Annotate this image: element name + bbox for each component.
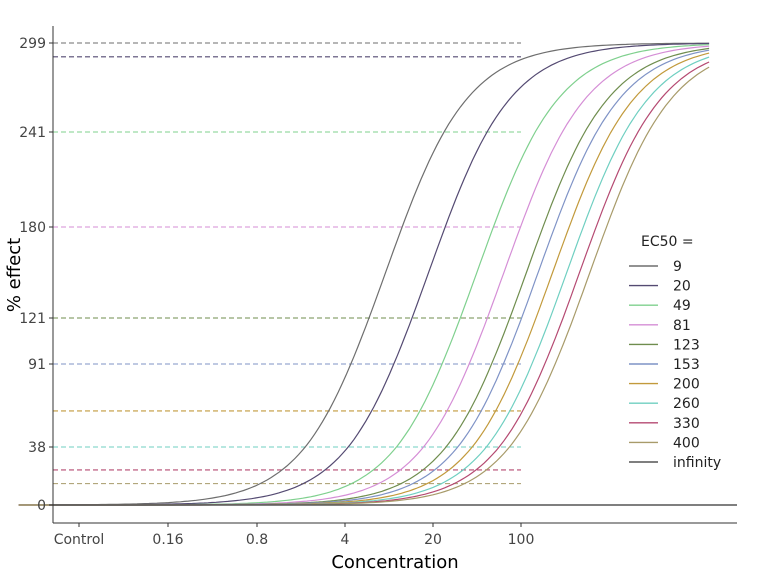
y-axis-title: % effect <box>4 238 25 312</box>
legend-label: 123 <box>673 337 700 353</box>
curves <box>18 42 737 506</box>
series-line-49 <box>18 44 710 506</box>
legend-title: EC50 = <box>641 234 694 250</box>
series-line-153 <box>18 49 710 506</box>
legend-label: infinity <box>673 455 721 471</box>
y-tick-label: 241 <box>19 125 46 141</box>
y-ticks: 0 38 91 121 180 241 299 <box>19 36 53 514</box>
series-line-400 <box>18 66 710 506</box>
legend-label: 49 <box>673 298 691 314</box>
legend: EC50 = 9 20 49 81 123 153 200 260 330 400 infinity <box>629 234 721 471</box>
series-line-330 <box>18 61 710 506</box>
series-line-200 <box>18 52 710 506</box>
legend-label: 400 <box>673 435 700 451</box>
y-tick-label: 121 <box>19 311 46 327</box>
legend-label: 200 <box>673 377 700 393</box>
x-ticks: Control 0.16 0.8 4 20 100 <box>54 523 535 548</box>
legend-label: 260 <box>673 396 700 412</box>
x-tick-label: 20 <box>424 532 442 548</box>
x-axis-title: Concentration <box>331 552 458 573</box>
legend-label: 153 <box>673 357 700 373</box>
series-line-9 <box>18 42 710 506</box>
x-tick-label: 0.16 <box>152 532 183 548</box>
y-tick-label: 299 <box>19 36 46 52</box>
y-tick-label: 0 <box>37 498 46 514</box>
legend-label: 330 <box>673 416 700 432</box>
reference-lines <box>53 42 521 485</box>
series-line-81 <box>18 45 710 506</box>
legend-label: 81 <box>673 318 691 334</box>
x-tick-label: 0.8 <box>246 532 268 548</box>
legend-label: 20 <box>673 279 691 295</box>
series-line-20 <box>18 42 710 506</box>
x-tick-label: 4 <box>341 532 350 548</box>
series-line-260 <box>18 56 710 506</box>
legend-label: 9 <box>673 259 682 275</box>
y-tick-label: 38 <box>28 440 46 456</box>
y-tick-label: 180 <box>19 220 46 236</box>
x-tick-label: Control <box>54 532 105 548</box>
y-tick-label: 91 <box>28 357 46 373</box>
x-tick-label: 100 <box>508 532 535 548</box>
